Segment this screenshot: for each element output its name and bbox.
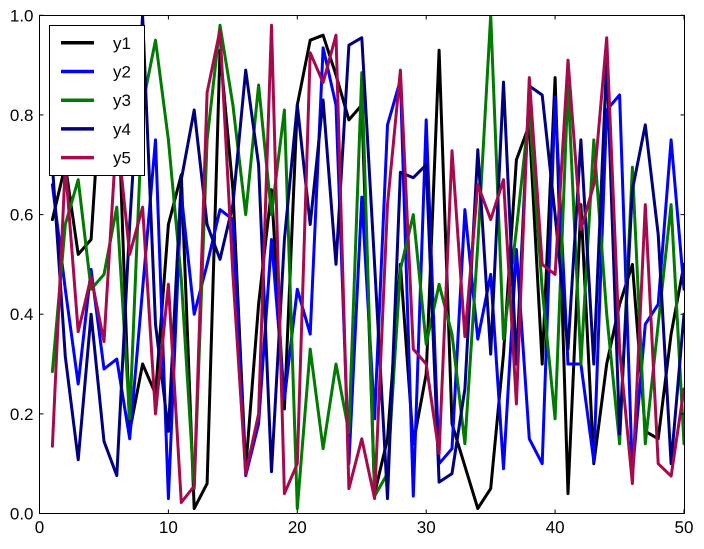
svg-text:0.8: 0.8 (10, 106, 34, 125)
svg-text:y5: y5 (113, 149, 131, 168)
svg-text:50: 50 (675, 518, 694, 537)
svg-text:20: 20 (288, 518, 307, 537)
svg-text:1.0: 1.0 (10, 6, 34, 25)
svg-text:y2: y2 (113, 63, 131, 82)
svg-text:0.4: 0.4 (10, 305, 34, 324)
svg-text:30: 30 (417, 518, 436, 537)
svg-text:0.2: 0.2 (10, 405, 34, 424)
svg-text:0: 0 (35, 518, 44, 537)
svg-text:10: 10 (159, 518, 178, 537)
svg-text:40: 40 (546, 518, 565, 537)
svg-text:0.6: 0.6 (10, 206, 34, 225)
svg-text:0.0: 0.0 (10, 505, 34, 524)
svg-text:y4: y4 (113, 120, 131, 139)
svg-text:y1: y1 (113, 34, 131, 53)
svg-text:y3: y3 (113, 91, 131, 110)
